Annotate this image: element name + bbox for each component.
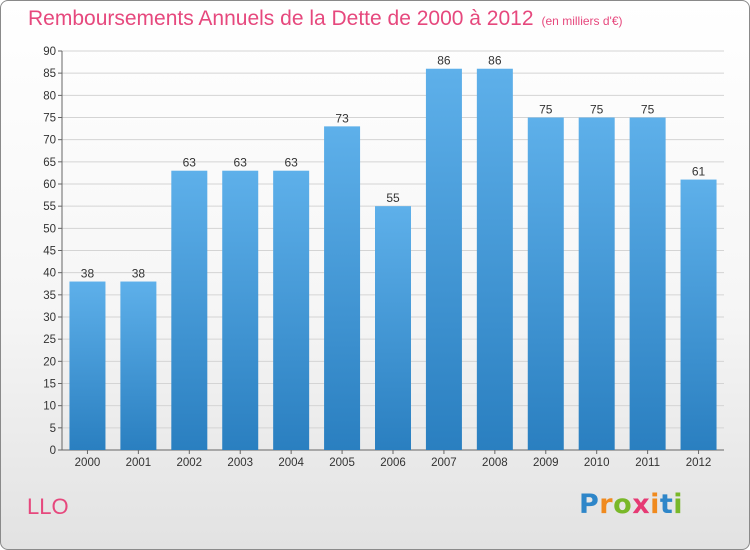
bar	[222, 170, 259, 450]
bars	[69, 68, 717, 451]
y-tick-label: 50	[43, 223, 56, 235]
y-tick-label: 80	[43, 90, 56, 102]
place-label: LLO	[27, 494, 69, 519]
bar	[578, 117, 615, 450]
brand-logo-letter: P	[579, 489, 600, 520]
y-tick-label: 90	[43, 46, 56, 58]
data-label: 63	[183, 156, 197, 170]
y-tick-label: 55	[43, 201, 56, 213]
brand-logo-letter: i	[650, 489, 660, 520]
brand-logo-letter: r	[599, 489, 614, 520]
brand-logo-letter: o	[613, 489, 633, 520]
y-tick-label: 45	[43, 246, 56, 258]
data-label: 75	[641, 103, 655, 117]
x-tick-label: 2007	[431, 457, 457, 469]
data-label: 63	[284, 156, 298, 170]
x-tick-label: 2010	[584, 457, 610, 469]
bar	[425, 68, 462, 450]
x-tick-label: 2012	[686, 457, 712, 469]
data-label: 63	[234, 156, 248, 170]
bar	[527, 117, 564, 450]
data-label: 38	[132, 267, 146, 281]
bar	[629, 117, 666, 450]
y-tick-label: 40	[43, 268, 56, 280]
bar	[324, 126, 361, 450]
y-tick-label: 35	[43, 290, 56, 302]
bar	[476, 68, 513, 450]
y-tick-label: 70	[43, 135, 56, 147]
brand-logo-letter: t	[659, 489, 674, 520]
x-tick-label: 2008	[482, 457, 508, 469]
bar	[69, 281, 106, 450]
y-tick-label: 15	[43, 379, 56, 391]
data-label: 86	[437, 54, 451, 68]
x-tick-label: 2001	[126, 457, 152, 469]
bar	[171, 170, 208, 450]
brand-logo: Proxiti	[579, 489, 683, 520]
x-tick-label: 2002	[177, 457, 203, 469]
title-row: Remboursements Annuels de la Dette de 20…	[28, 7, 623, 31]
x-tick-label: 2009	[533, 457, 559, 469]
bar	[375, 206, 411, 450]
data-label: 61	[692, 165, 706, 179]
x-tick-label: 2000	[75, 457, 101, 469]
chart-subtitle: (en milliers d'€)	[541, 14, 623, 28]
y-tick-label: 85	[43, 68, 56, 80]
bar	[680, 179, 717, 451]
y-tick-label: 0	[50, 445, 56, 457]
y-tick-label: 25	[43, 334, 56, 346]
labels: 0 5 10 15 20 25 30 35 40 45 50 55 60 65 70 75 80 85 90 38 20…	[43, 46, 711, 469]
data-label: 38	[81, 267, 95, 281]
y-tick-label: 75	[43, 113, 56, 125]
brand-logo-letter: x	[632, 489, 651, 520]
x-tick-label: 2006	[380, 457, 406, 469]
y-tick-label: 5	[50, 423, 56, 435]
x-tick-label: 2005	[329, 457, 355, 469]
brand-logo-letter: i	[673, 489, 684, 520]
x-tick-label: 2004	[278, 457, 304, 469]
y-tick-label: 30	[43, 312, 56, 324]
data-label: 55	[386, 191, 400, 205]
x-tick-label: 2011	[635, 457, 660, 469]
bar	[273, 170, 310, 450]
data-label: 75	[590, 103, 604, 117]
y-tick-label: 20	[43, 356, 56, 368]
y-tick-label: 65	[43, 157, 56, 169]
x-tick-label: 2003	[227, 457, 253, 469]
chart-title: Remboursements Annuels de la Dette de 20…	[28, 7, 534, 30]
y-tick-label: 10	[43, 401, 56, 413]
data-label: 73	[335, 111, 349, 125]
data-label: 75	[539, 103, 553, 117]
y-tick-label: 60	[43, 179, 56, 191]
bar	[120, 281, 157, 450]
data-label: 86	[488, 54, 502, 68]
